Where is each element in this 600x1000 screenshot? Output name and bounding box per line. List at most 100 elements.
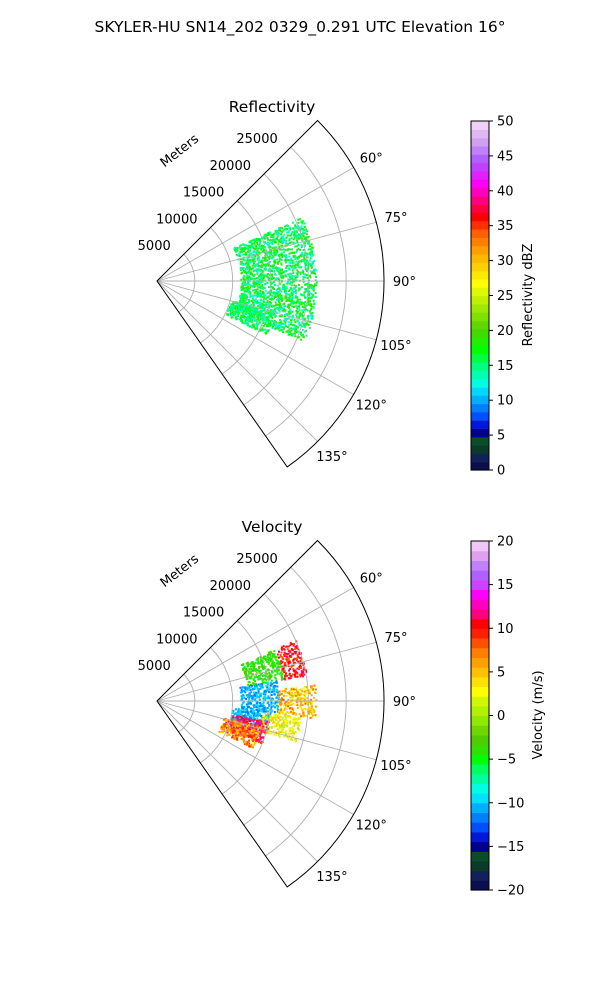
echo-gate (291, 731, 294, 734)
echo-gate (267, 695, 270, 698)
echo-gate (259, 714, 262, 717)
echo-gate (280, 237, 283, 240)
echo-gate (288, 728, 291, 731)
echo-gate (245, 669, 248, 672)
echo-gate (289, 661, 292, 664)
echo-gate (294, 722, 297, 725)
echo-gate (249, 714, 252, 717)
echo-gate (246, 268, 249, 271)
echo-gate (268, 691, 271, 693)
echo-gate (287, 698, 290, 701)
echo-gate (262, 318, 264, 321)
echo-gate (309, 717, 312, 719)
colorbar-swatch (471, 870, 489, 881)
echo-gate (267, 682, 270, 685)
echo-gate (298, 713, 301, 716)
echo-gate (267, 257, 270, 260)
echo-gate (247, 723, 249, 726)
echo-gate (229, 730, 232, 733)
echo-gate (284, 305, 287, 307)
echo-gate (246, 305, 249, 308)
echo-gate (228, 726, 231, 729)
echo-gate (284, 690, 287, 693)
echo-gate (283, 320, 286, 323)
echo-gate (296, 675, 299, 678)
echo-gate (242, 264, 245, 266)
echo-gate (237, 307, 240, 310)
echo-gate (271, 247, 274, 250)
echo-gate (280, 728, 283, 731)
echo-gate (246, 742, 249, 745)
echo-gate (273, 232, 276, 235)
echo-gate (245, 265, 248, 268)
echo-gate (264, 722, 267, 725)
echo-gate (250, 710, 253, 713)
echo-gate (273, 246, 276, 249)
echo-gate (268, 669, 271, 672)
echo-gate (282, 645, 285, 648)
echo-gate (233, 302, 236, 305)
echo-gate (287, 645, 290, 648)
echo-gate (242, 715, 245, 717)
figure-title: SKYLER-HU SN14_202 0329_0.291 UTC Elevat… (95, 18, 506, 37)
echo-gate (273, 321, 276, 324)
echo-gate (253, 256, 256, 259)
echo-gate (252, 310, 255, 313)
echo-gate (297, 218, 300, 221)
echo-gate (290, 712, 292, 714)
echo-gate (235, 718, 238, 721)
echo-gate (257, 275, 260, 278)
sector-frame (156, 119, 385, 468)
echo-gate (250, 722, 253, 725)
echo-gate (288, 712, 291, 715)
echo-gate (241, 311, 244, 314)
echo-gate (243, 247, 246, 250)
echo-gate (287, 307, 290, 310)
echo-gate (311, 317, 314, 320)
echo-gate (269, 270, 272, 273)
echo-gate (244, 726, 247, 729)
echo-gate (230, 732, 232, 734)
echo-gate (254, 722, 257, 725)
echo-gate (246, 257, 249, 260)
colorbar-swatch (471, 793, 489, 804)
echo-gate (309, 710, 312, 713)
echo-gate (267, 656, 270, 659)
echo-gate (268, 319, 270, 322)
echo-gate (235, 253, 238, 256)
echo-gate (295, 671, 297, 673)
echo-gate (298, 694, 301, 697)
echo-gate (274, 241, 277, 244)
echo-gate (277, 268, 280, 270)
echo-gate (287, 737, 290, 740)
echo-gate (294, 669, 297, 672)
echo-gate (268, 312, 271, 315)
echo-gate (272, 686, 275, 688)
echo-gate (271, 312, 274, 315)
echo-gate (292, 221, 294, 224)
echo-gate (250, 256, 253, 259)
echo-gate (269, 650, 272, 653)
echo-gate (263, 690, 266, 693)
echo-gate (249, 731, 252, 734)
echo-gate (252, 295, 255, 297)
echo-gate (237, 731, 240, 734)
echo-gate (303, 249, 306, 252)
echo-gate (315, 284, 318, 287)
echo-gate (251, 299, 254, 302)
echo-gate (276, 269, 279, 272)
echo-gate (242, 717, 245, 720)
echo-gate (225, 726, 228, 729)
echo-gate (303, 295, 306, 298)
colorbar-tick-label: 10 (497, 394, 514, 409)
echo-gate (244, 263, 246, 266)
echo-gate (294, 275, 297, 278)
echo-gate (277, 234, 280, 237)
echo-gate (277, 270, 280, 273)
echo-gate (300, 670, 303, 673)
echo-gate (303, 303, 306, 306)
echo-gate (258, 738, 261, 741)
echo-gate (303, 326, 306, 329)
echo-gate (286, 228, 289, 230)
echo-gate (267, 330, 270, 333)
